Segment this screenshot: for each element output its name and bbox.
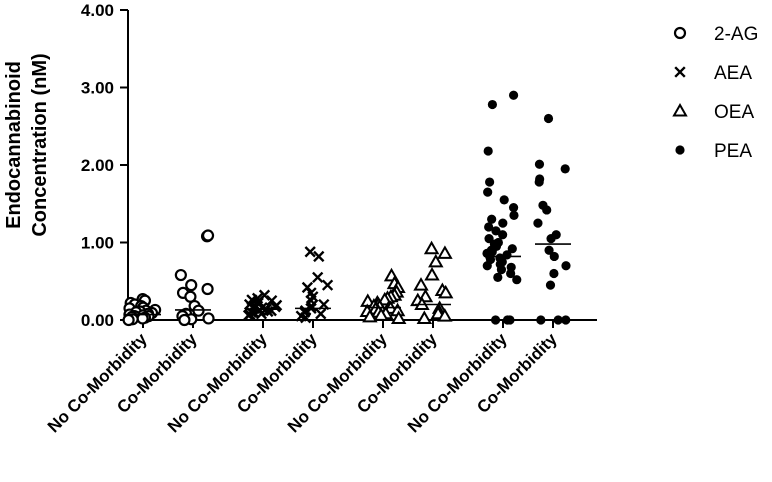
- legend-marker-oea: [672, 102, 688, 117]
- data-point-pea: [544, 245, 554, 255]
- data-point-aea: [265, 305, 277, 317]
- y-axis-title: Endocannabinoid Concentration (nM): [3, 53, 51, 236]
- data-point-pea: [482, 261, 492, 271]
- data-point-pea: [561, 315, 571, 325]
- legend: 2-AG AEA OEA PEA: [672, 24, 758, 162]
- legend-label: PEA: [714, 141, 752, 162]
- data-point-2-ag: [201, 282, 214, 296]
- data-point-pea: [509, 210, 519, 220]
- data-point-pea: [561, 261, 571, 271]
- data-point-oea: [428, 253, 444, 268]
- data-point-pea: [508, 90, 519, 100]
- y-tick-label: 4.00: [81, 1, 114, 20]
- data-point-oea: [373, 307, 389, 321]
- y-tick-label: 3.00: [81, 79, 114, 98]
- data-point-pea: [512, 275, 522, 285]
- data-point-pea: [553, 315, 563, 325]
- data-point-oea: [437, 245, 453, 259]
- data-point-aea: [321, 279, 334, 291]
- y-axis-ticks: 0.00 1.00 2.00 3.00 4.00: [81, 1, 554, 330]
- data-point-2-ag: [122, 313, 135, 327]
- legend-marker-2-ag: [673, 26, 687, 40]
- data-point-oea: [362, 308, 378, 323]
- data-point-2-ag: [178, 313, 191, 327]
- data-point-oea: [423, 240, 440, 255]
- data-point-aea: [313, 250, 325, 263]
- data-point-aea: [304, 246, 316, 258]
- data-point-2-ag: [201, 229, 215, 242]
- data-point-oea: [424, 267, 440, 281]
- data-point-pea: [534, 177, 544, 187]
- data-point-pea: [502, 315, 513, 325]
- y-tick-label: 0.00: [81, 311, 114, 330]
- data-point-pea: [507, 244, 517, 254]
- legend-label: OEA: [714, 102, 754, 123]
- y-tick-label: 1.00: [81, 234, 114, 253]
- legend-marker-aea: [674, 66, 686, 78]
- data-point-pea: [483, 146, 493, 156]
- data-point-pea: [483, 187, 493, 197]
- median-lines: [125, 243, 571, 316]
- data-point-aea: [300, 312, 312, 324]
- data-point-oea: [437, 284, 454, 299]
- data-point-oea: [390, 310, 407, 324]
- data-point-pea: [506, 268, 516, 279]
- data-point-pea: [499, 195, 509, 205]
- legend-label: AEA: [714, 63, 752, 84]
- axes: [127, 10, 597, 321]
- data-point-2-ag: [202, 312, 215, 325]
- data-point-aea: [312, 271, 324, 284]
- data-point-pea: [496, 265, 507, 275]
- data-point-pea: [546, 234, 556, 244]
- data-point-pea: [487, 214, 497, 224]
- data-point-pea: [485, 177, 495, 187]
- data-point-pea: [533, 218, 543, 228]
- data-point-aea: [301, 281, 314, 294]
- y-axis-title-line: Endocannabinoid: [3, 61, 25, 229]
- legend-marker-pea: [675, 145, 685, 155]
- data-point-pea: [490, 315, 501, 325]
- data-point-pea: [491, 226, 501, 236]
- data-point-oea: [437, 308, 453, 322]
- data-point-pea: [508, 203, 519, 213]
- data-points: [122, 90, 571, 327]
- data-point-2-ag: [185, 279, 198, 292]
- data-point-aea: [262, 305, 274, 318]
- y-tick-label: 2.00: [81, 156, 114, 175]
- data-point-pea: [498, 230, 508, 240]
- data-point-pea: [549, 268, 559, 279]
- data-point-2-ag: [174, 268, 187, 282]
- data-point-pea: [542, 205, 552, 215]
- data-point-oea: [413, 277, 429, 291]
- data-point-pea: [487, 99, 497, 110]
- data-point-pea: [536, 315, 546, 325]
- data-point-aea: [255, 308, 268, 320]
- data-point-aea: [242, 309, 255, 321]
- data-point-pea: [493, 272, 503, 282]
- data-point-aea: [315, 308, 327, 320]
- data-point-pea: [484, 222, 494, 232]
- y-axis-title-line: Concentration (nM): [29, 53, 51, 236]
- data-point-pea: [545, 280, 556, 290]
- data-point-pea: [534, 159, 545, 169]
- data-point-oea: [416, 310, 433, 324]
- data-point-pea: [543, 113, 554, 124]
- data-point-pea: [498, 218, 508, 228]
- legend-label: 2-AG: [714, 24, 758, 45]
- data-point-pea: [560, 164, 570, 174]
- data-point-pea: [549, 251, 559, 262]
